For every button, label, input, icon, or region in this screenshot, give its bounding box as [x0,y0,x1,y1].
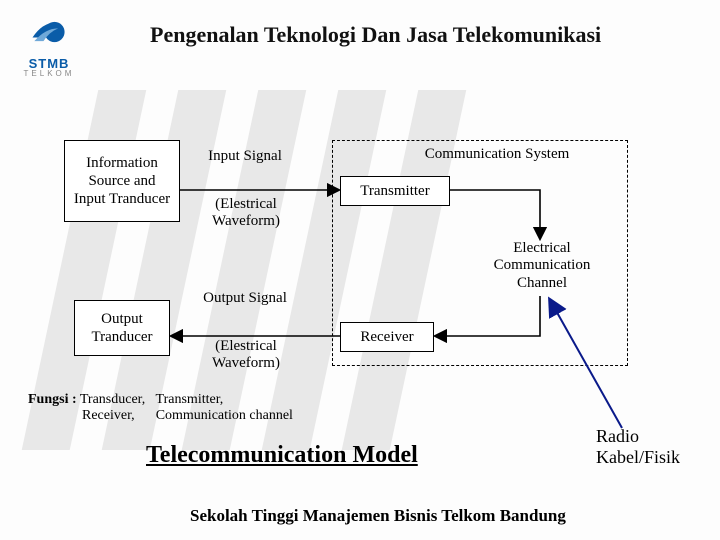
main-label: Telecommunication Model [146,442,418,469]
node-info-source-label: Information Source and Input Tranducer [71,154,173,208]
label-channel-text: Electrical Communication Channel [494,240,591,291]
label-input-wave: (Elestrical Waveform) [198,196,294,231]
node-transmitter-label: Transmitter [360,182,429,200]
label-input-wave-text: (Elestrical Waveform) [212,196,280,229]
main-label-text: Telecommunication Model [146,442,418,468]
label-output-wave: (Elestrical Waveform) [198,338,294,373]
node-receiver-label: Receiver [360,328,413,346]
label-output-signal-text: Output Signal [203,290,287,306]
footer-text: Sekolah Tinggi Manajemen Bisnis Telkom B… [190,506,566,525]
label-input-signal: Input Signal [200,148,290,165]
node-output-tranducer: Output Tranducer [74,300,170,356]
label-radio: Radio Kabel/Fisik [596,426,706,467]
node-receiver: Receiver [340,322,434,352]
label-output-wave-text: (Elestrical Waveform) [212,338,280,371]
label-channel: Electrical Communication Channel [472,240,612,292]
node-output-tranducer-label: Output Tranducer [81,310,163,346]
label-output-signal: Output Signal [200,290,290,307]
footer: Sekolah Tinggi Manajemen Bisnis Telkom B… [190,506,566,526]
node-transmitter: Transmitter [340,176,450,206]
label-input-signal-text: Input Signal [208,148,282,164]
node-info-source: Information Source and Input Tranducer [64,140,180,222]
label-radio-text: Radio Kabel/Fisik [596,426,680,467]
label-comm-system-text: Communication System [425,146,570,162]
label-comm-system: Communication System [372,146,622,163]
